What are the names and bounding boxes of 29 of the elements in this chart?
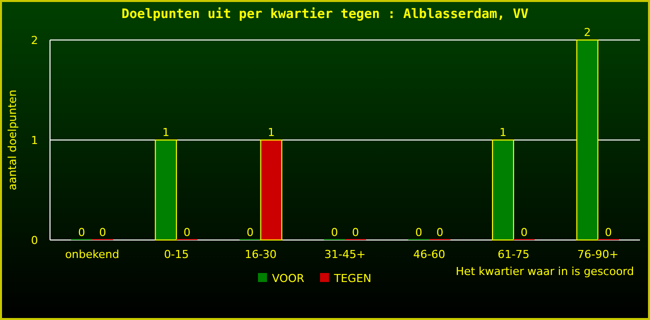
data-label: 1 <box>500 126 507 139</box>
data-label: 0 <box>246 226 254 239</box>
data-label: 0 <box>330 226 338 239</box>
chart-title: Doelpunten uit per kwartier tegen : Alblasserdam, VV <box>122 7 529 22</box>
x-tick-label: onbekend <box>65 248 120 261</box>
data-label: 0 <box>183 226 190 239</box>
data-label: 0 <box>415 226 422 239</box>
y-tick-label: 1 <box>31 134 38 147</box>
x-tick-label: 61-75 <box>498 248 530 261</box>
data-label: 1 <box>162 126 170 139</box>
data-label: 0 <box>99 226 106 239</box>
data-label: 0 <box>604 226 612 239</box>
data-label: 0 <box>78 226 86 239</box>
x-axis-title: Het kwartier waar in is gescoord <box>456 265 634 278</box>
data-label: 0 <box>352 226 360 239</box>
x-tick-label: 0-15 <box>164 248 189 261</box>
data-label: 2 <box>584 26 591 39</box>
data-label: 0 <box>436 226 444 239</box>
y-tick-label: 0 <box>31 234 38 247</box>
x-tick-label: 76-90+ <box>577 248 618 261</box>
y-tick-label: 2 <box>31 34 38 47</box>
y-axis-title: aantal doelpunten <box>6 90 19 190</box>
legend-label: TEGEN <box>333 272 372 285</box>
legend-label: VOOR <box>272 272 305 285</box>
x-tick-label: 16-30 <box>244 248 277 261</box>
x-tick-label: 46-60 <box>413 248 446 261</box>
data-label: 0 <box>520 226 528 239</box>
x-tick-label: 31-45+ <box>324 248 366 261</box>
data-label: 1 <box>268 126 275 139</box>
